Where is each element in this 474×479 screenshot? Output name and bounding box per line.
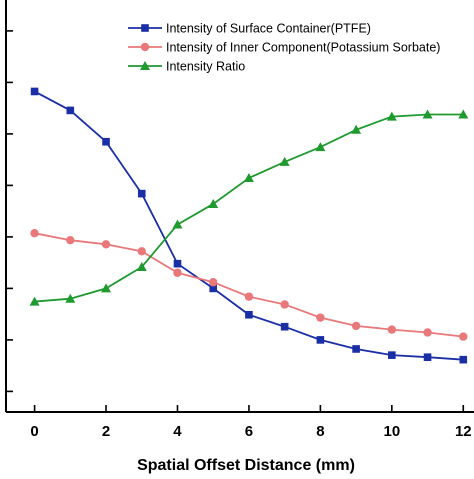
data-point [280,300,289,309]
data-point [459,332,468,341]
data-point [352,345,360,353]
data-point [423,353,432,362]
data-point [351,321,361,331]
data-point [172,219,183,229]
legend-label: Intensity Ratio [166,60,245,74]
data-point [30,87,39,96]
series-2 [30,228,468,341]
data-point [243,172,254,182]
data-point [136,261,147,271]
x-tick-label: 10 [383,423,400,440]
data-point [351,124,362,134]
data-point [209,278,218,287]
data-point [387,325,397,334]
data-point [209,284,218,293]
series-1 [30,87,468,364]
data-point [459,355,468,364]
data-point [388,351,396,359]
legend-label: Intensity of Surface Container(PTFE) [166,22,371,36]
data-point [101,240,111,249]
data-point [315,142,326,152]
data-point [66,106,75,115]
data-point [101,283,112,293]
legend-label: Intensity of Inner Component(Potassium S… [166,41,440,55]
series-line-1 [34,90,464,361]
data-point [30,228,39,238]
data-point [65,293,76,303]
data-point [173,259,182,268]
data-point [137,189,146,198]
series-line-3 [34,113,464,303]
data-point [173,268,182,277]
data-point [316,313,325,322]
series-layer [29,87,469,364]
data-point [66,235,75,245]
data-point [208,198,219,208]
legend-marker [140,42,150,52]
legend: Intensity of Surface Container(PTFE) Inte… [128,22,440,74]
data-point [102,137,110,146]
legend-item-2: Intensity of Inner Component(Potassium S… [128,41,440,55]
axes: 0 2 4 6 8 10 12 [5,0,474,440]
legend-marker [140,61,150,70]
data-point [458,109,469,119]
data-point [422,109,433,119]
data-point [280,322,289,331]
data-point [29,296,40,306]
series-3 [29,109,469,306]
data-point [423,328,432,337]
x-tick-label: 4 [173,423,182,440]
data-point [244,292,254,301]
x-tick-label: 12 [455,423,472,440]
data-point [386,111,397,121]
legend-marker [141,24,149,32]
x-tick-label: 6 [245,423,253,440]
series-line-2 [34,232,464,338]
data-point [279,156,290,166]
data-point [137,247,146,256]
x-tick-label: 0 [30,423,38,440]
legend-item-1: Intensity of Surface Container(PTFE) [128,22,371,36]
x-axis-label: Spatial Offset Distance (mm) [137,457,355,474]
x-tick-label: 8 [316,423,324,440]
legend-item-3: Intensity Ratio [128,60,245,74]
data-point [245,310,253,319]
data-point [316,336,325,344]
x-tick-label: 2 [102,423,110,440]
